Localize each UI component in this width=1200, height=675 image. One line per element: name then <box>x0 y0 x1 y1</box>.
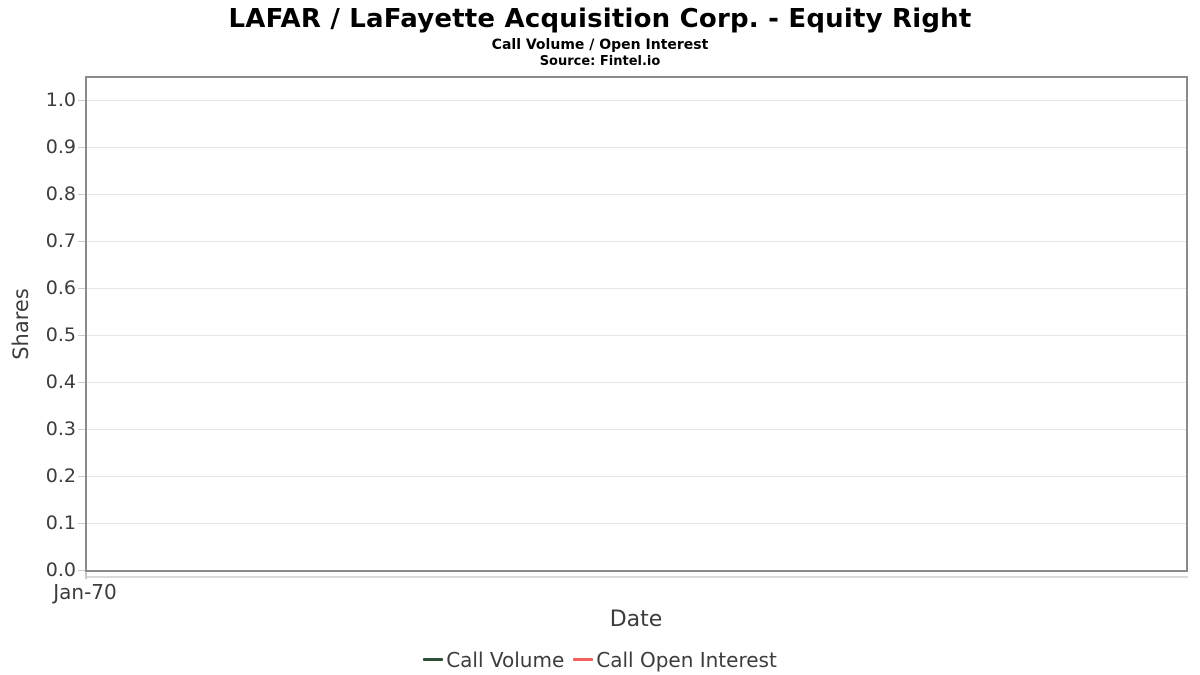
y-tick-mark <box>78 570 85 571</box>
chart-subtitle: Call Volume / Open Interest <box>491 37 709 53</box>
y-tick-label-1.0: 1.0 <box>45 89 76 111</box>
gridline-0.1 <box>87 523 1186 524</box>
y-tick-mark <box>78 241 85 242</box>
y-tick-mark <box>78 382 85 383</box>
y-tick-label-0.9: 0.9 <box>45 136 76 158</box>
gridline-0.4 <box>87 382 1186 383</box>
y-tick-mark <box>78 288 85 289</box>
y-tick-mark <box>78 523 85 524</box>
gridline-0.3 <box>87 429 1186 430</box>
y-tick-label-0.8: 0.8 <box>45 183 76 205</box>
legend-label-call-volume: Call Volume <box>446 647 565 672</box>
legend-label-call-open-interest: Call Open Interest <box>596 647 777 672</box>
x-tick-label-jan-70: Jan-70 <box>53 580 117 604</box>
gridline-0.5 <box>87 335 1186 336</box>
call-volume-line-icon <box>423 658 444 661</box>
gridline-0.2 <box>87 476 1186 477</box>
y-tick-mark <box>78 100 85 101</box>
y-tick-label-0.7: 0.7 <box>45 230 76 252</box>
gridline-0.6 <box>87 288 1186 289</box>
x-tick-mark-jan-70 <box>85 572 87 579</box>
y-tick-mark <box>78 194 85 195</box>
gridline-0.7 <box>87 241 1186 242</box>
y-tick-label-0.0: 0.0 <box>45 559 76 581</box>
y-tick-label-0.5: 0.5 <box>45 324 76 346</box>
chart-header: LAFAR / LaFayette Acquisition Corp. - Eq… <box>0 4 1200 69</box>
y-tick-label-0.4: 0.4 <box>45 371 76 393</box>
legend-item-call-volume[interactable]: Call Volume <box>423 648 564 672</box>
y-tick-label-0.1: 0.1 <box>45 512 76 534</box>
legend-item-call-open-interest[interactable]: Call Open Interest <box>573 648 777 672</box>
y-tick-mark <box>78 147 85 148</box>
call-open-interest-line-icon <box>573 658 594 661</box>
gridline-0.8 <box>87 194 1186 195</box>
x-axis-title: Date <box>609 607 663 632</box>
plot-area <box>85 76 1188 572</box>
y-tick-mark <box>78 429 85 430</box>
y-tick-label-0.6: 0.6 <box>45 277 76 299</box>
gridline-0.9 <box>87 147 1186 148</box>
y-tick-mark <box>78 335 85 336</box>
y-tick-label-0.2: 0.2 <box>45 465 76 487</box>
legend: Call Volume Call Open Interest <box>0 644 1200 675</box>
chart-title: LAFAR / LaFayette Acquisition Corp. - Eq… <box>228 4 972 34</box>
x-axis-line <box>85 576 1188 578</box>
chart-source: Source: Fintel.io <box>539 54 661 69</box>
y-tick-label-0.3: 0.3 <box>45 418 76 440</box>
y-tick-mark <box>78 476 85 477</box>
gridline-1.0 <box>87 100 1186 101</box>
